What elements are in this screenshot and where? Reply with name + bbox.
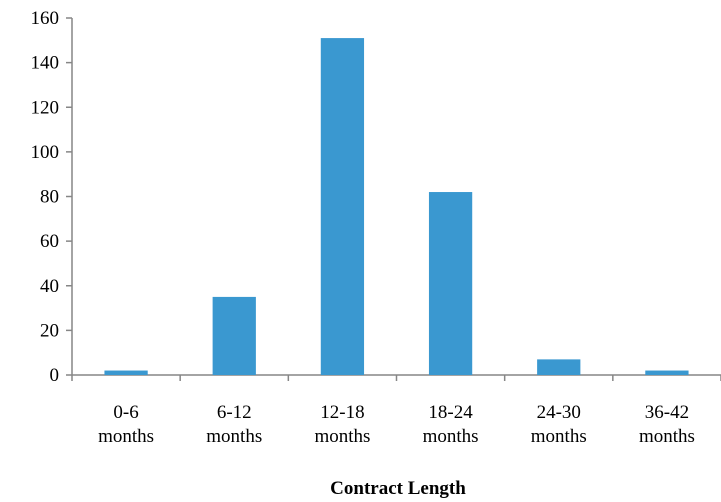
x-tick-label-line: 24-30 bbox=[537, 402, 581, 423]
x-tick-label-line: months bbox=[423, 426, 479, 447]
bar bbox=[428, 192, 473, 375]
x-axis-title: Contract Length bbox=[330, 478, 466, 499]
bars bbox=[104, 38, 689, 376]
x-tick-label: 0-6 months bbox=[98, 402, 154, 447]
x-tick-label: 12-18 months bbox=[314, 402, 370, 447]
x-axis: 0-6 months 6-12 months 12-18 months 18-24 month… bbox=[71, 374, 721, 447]
x-tick-label: 6-12 months bbox=[206, 402, 262, 447]
x-tick-label-line: months bbox=[98, 426, 154, 447]
y-tick-label: 0 bbox=[50, 365, 60, 386]
y-tick-label: 100 bbox=[31, 142, 60, 163]
y-tick-label: 40 bbox=[40, 276, 59, 297]
x-tick-label: 18-24 months bbox=[423, 402, 479, 447]
x-tick-label-line: 0-6 bbox=[113, 402, 138, 423]
x-tick-label-line: 6-12 bbox=[217, 402, 252, 423]
bar bbox=[320, 38, 365, 376]
x-tick-label-line: 36-42 bbox=[645, 402, 689, 423]
x-tick-label-line: 18-24 bbox=[428, 402, 473, 423]
x-tick-label-line: months bbox=[639, 426, 695, 447]
y-tick-label: 160 bbox=[31, 8, 60, 29]
x-tick-label: 36-42 months bbox=[639, 402, 695, 447]
y-tick-label: 120 bbox=[31, 97, 60, 118]
y-tick-label: 140 bbox=[31, 53, 60, 74]
y-tick-label: 80 bbox=[40, 187, 59, 208]
bar bbox=[537, 359, 581, 375]
x-tick-label-line: months bbox=[206, 426, 262, 447]
y-axis: 0 20 40 60 80 100 120 140 160 bbox=[31, 8, 73, 386]
bar bbox=[212, 296, 256, 375]
y-tick-label: 20 bbox=[40, 320, 59, 341]
bar bbox=[104, 370, 148, 375]
y-tick-label: 60 bbox=[40, 231, 59, 252]
x-tick-label-line: months bbox=[531, 426, 587, 447]
x-tick-label-line: 12-18 bbox=[320, 402, 364, 423]
bar bbox=[645, 370, 689, 375]
x-tick-label: 24-30 months bbox=[531, 402, 587, 447]
x-tick-label-line: months bbox=[314, 426, 370, 447]
